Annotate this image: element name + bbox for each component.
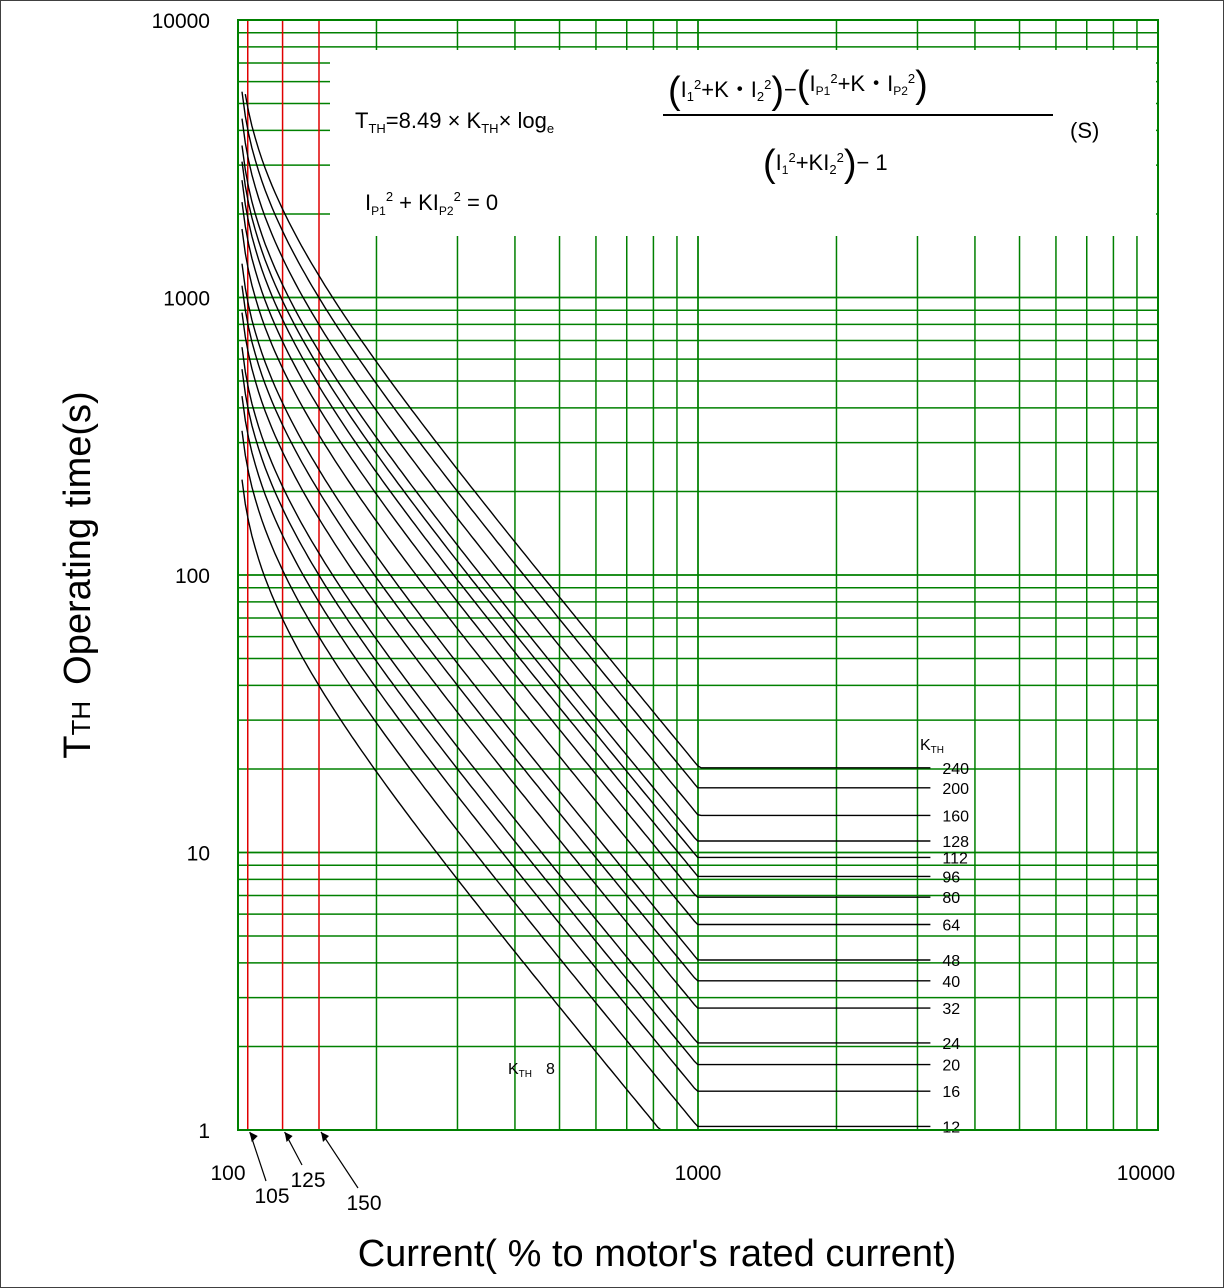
curve-kth-32 [241,312,931,1009]
curve-kth-112 [241,161,931,859]
curve-kth-64 [241,228,931,926]
kth-label-240: 240 [942,761,969,778]
x-axis-title: Current( % to motor's rated current) [358,1233,957,1275]
marker-arrowhead-150 [321,1132,330,1142]
curve-kth-40 [241,285,931,982]
curve-kth-240 [244,93,931,769]
y-tick-1000: 1000 [163,288,210,311]
kth-label-32: 32 [942,1001,960,1018]
kth-header: KTH [920,737,944,756]
formula: TTH=8.49 × KTH× loge (I12+K・I22)−(IP12+K… [355,64,1099,218]
formula-condition: IP12 + KIP22 = 0 [365,189,498,218]
kth-label-40: 40 [942,974,960,991]
marker-arrow-150 [320,1131,359,1189]
kth-label-112: 112 [942,850,968,867]
kth-label-160: 160 [942,808,969,825]
x-tick-1000: 1000 [675,1162,722,1185]
y-tick-10000: 10000 [152,10,210,33]
formula-box [330,50,1156,236]
curve-kth-80 [241,202,931,898]
y-tick-10: 10 [187,843,210,866]
curve-kth-16 [241,396,931,1092]
kth-label-16: 16 [942,1084,960,1101]
kth-label-24: 24 [942,1036,960,1053]
marker-label-150: 150 [346,1192,381,1215]
y-tick-100: 100 [175,565,210,588]
axis-tick-labels: 1 10 100 1000 10000 100 1000 10000 [152,10,1176,1185]
marker-arrowhead-125 [284,1132,293,1142]
curve-kth-8 [241,479,931,1131]
kth-lowest-label: KTH 8 [508,1061,555,1080]
kth-label-80: 80 [942,890,960,907]
formula-unit: (S) [1070,118,1099,143]
curve-kth-48 [241,263,931,961]
curve-kth-20 [241,369,931,1066]
marker-label-125: 125 [290,1169,325,1192]
curve-kth-12 [241,430,931,1128]
formula-lhs: TTH=8.49 × KTH× loge [355,108,554,136]
kth-label-96: 96 [942,869,960,886]
x-tick-100: 100 [210,1162,245,1185]
x-tick-10000: 10000 [1117,1162,1175,1185]
curve-series [241,91,931,1131]
curve-kth-160 [241,118,931,817]
kth-label-12: 12 [942,1119,960,1136]
marker-label-105: 105 [254,1185,289,1208]
marker-arrowhead-105 [249,1132,258,1142]
curve-kth-96 [241,180,931,878]
plot-border [237,19,1159,1131]
kth-label-48: 48 [942,953,960,970]
kth-label-128: 128 [942,834,969,851]
formula-denominator: (I12+KI22)− 1 [763,143,888,185]
kth-label-200: 200 [942,781,969,798]
formula-numerator: (I12+K・I22)−(IP12+K・IP22) [668,64,928,112]
curve-kth-24 [241,347,931,1044]
kth-label-64: 64 [942,918,960,935]
curve-kth-128 [241,145,931,842]
kth-label-20: 20 [942,1058,960,1075]
y-tick-1: 1 [198,1120,210,1143]
y-axis-title: TTHOperating time(s) [57,391,99,758]
curve-kth-200 [241,91,931,789]
